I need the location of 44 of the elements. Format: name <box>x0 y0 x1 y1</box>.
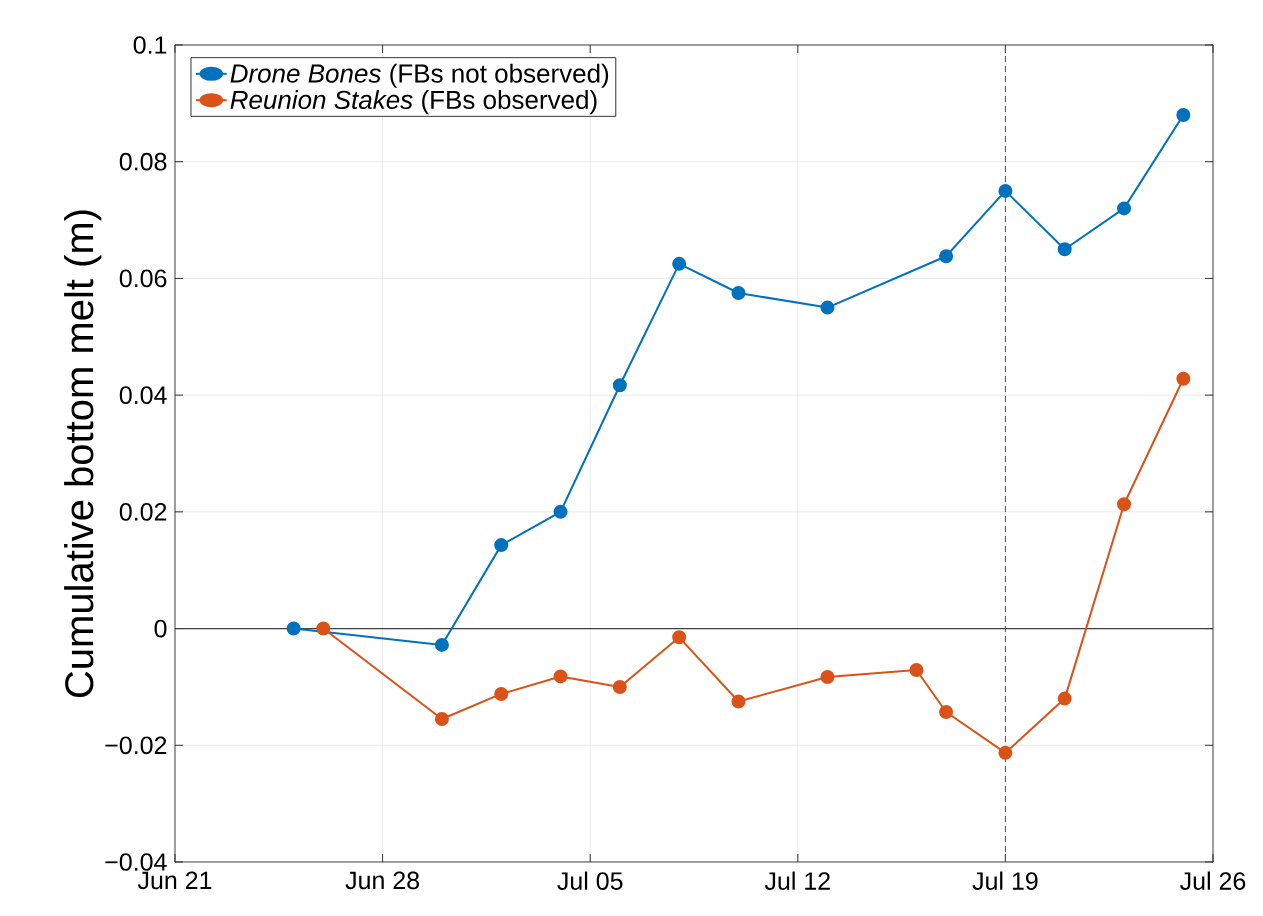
point <box>1117 497 1132 512</box>
x-tick-label: Jul 05 <box>557 871 623 890</box>
point <box>612 679 627 694</box>
point <box>820 670 835 685</box>
point <box>553 504 568 519</box>
point <box>672 630 687 645</box>
y-tick-label: 0 <box>154 619 167 638</box>
point <box>998 745 1013 760</box>
point <box>553 669 568 684</box>
legend-label: Reunion Stakes (FBs observed) <box>230 89 597 115</box>
y-tick-label: 0.1 <box>133 36 167 54</box>
y-tick-label: 0.04 <box>119 386 167 404</box>
x-tick-label: Jun 21 <box>137 871 212 890</box>
point <box>1057 242 1072 257</box>
x-tick-label: Jun 28 <box>345 871 420 890</box>
y-axis-title: Cumulative bottom melt (m) <box>64 210 102 698</box>
point <box>939 705 954 720</box>
point <box>316 621 331 636</box>
point <box>909 663 924 677</box>
y-tick-label: −0.04 <box>105 853 167 871</box>
point <box>731 286 746 301</box>
x-tick-label: Jul 12 <box>764 871 830 890</box>
point <box>494 686 509 701</box>
point <box>731 694 746 709</box>
point <box>494 538 509 553</box>
y-tick-label: 0.08 <box>119 152 167 171</box>
point <box>672 256 687 271</box>
y-tick-label: 0.06 <box>119 269 167 288</box>
legend-label: Drone Bones (FBs not observed) <box>230 63 609 88</box>
point <box>1176 108 1191 123</box>
point <box>1176 371 1191 386</box>
point <box>286 621 301 636</box>
point <box>1057 691 1072 706</box>
point <box>434 637 449 652</box>
y-tick-label: 0.02 <box>119 503 167 521</box>
y-tick-label: −0.02 <box>105 736 167 755</box>
point <box>939 249 954 264</box>
point <box>1117 201 1132 216</box>
x-tick-label: Jul 26 <box>1180 871 1246 890</box>
point <box>998 183 1013 198</box>
point <box>820 300 835 315</box>
point <box>612 378 627 393</box>
x-tick-label: Jul 19 <box>972 871 1038 890</box>
point <box>434 712 449 727</box>
